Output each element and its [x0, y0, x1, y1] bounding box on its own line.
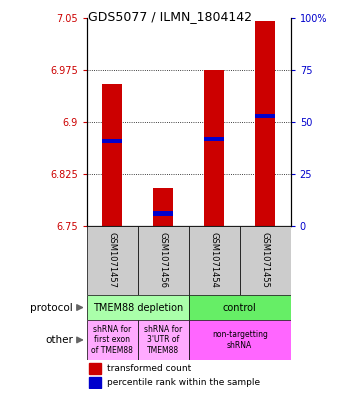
Bar: [138, 320, 189, 360]
Bar: [153, 211, 173, 216]
Bar: [204, 70, 224, 226]
Text: percentile rank within the sample: percentile rank within the sample: [107, 378, 260, 387]
Bar: [87, 226, 138, 295]
Bar: [102, 84, 122, 226]
Text: GSM1071455: GSM1071455: [261, 232, 270, 288]
Text: GSM1071456: GSM1071456: [159, 232, 168, 288]
Text: TMEM88 depletion: TMEM88 depletion: [92, 303, 183, 312]
Bar: [87, 295, 189, 320]
Bar: [189, 295, 291, 320]
Bar: [89, 364, 101, 374]
Bar: [189, 320, 291, 360]
Bar: [138, 226, 189, 295]
Text: transformed count: transformed count: [107, 364, 191, 373]
Text: GSM1071457: GSM1071457: [108, 232, 117, 288]
Bar: [189, 226, 240, 295]
Bar: [240, 226, 291, 295]
Text: protocol: protocol: [30, 303, 73, 312]
Bar: [102, 139, 122, 143]
Text: other: other: [45, 335, 73, 345]
Text: control: control: [223, 303, 257, 312]
Text: shRNA for
first exon
of TMEM88: shRNA for first exon of TMEM88: [91, 325, 133, 355]
Bar: [153, 188, 173, 226]
Bar: [255, 114, 275, 118]
Text: GDS5077 / ILMN_1804142: GDS5077 / ILMN_1804142: [88, 10, 252, 23]
Bar: [89, 377, 101, 387]
Bar: [255, 21, 275, 226]
Bar: [87, 320, 138, 360]
Text: non-targetting
shRNA: non-targetting shRNA: [212, 330, 268, 350]
Text: shRNA for
3'UTR of
TMEM88: shRNA for 3'UTR of TMEM88: [144, 325, 182, 355]
Text: GSM1071454: GSM1071454: [210, 232, 219, 288]
Bar: [204, 137, 224, 141]
